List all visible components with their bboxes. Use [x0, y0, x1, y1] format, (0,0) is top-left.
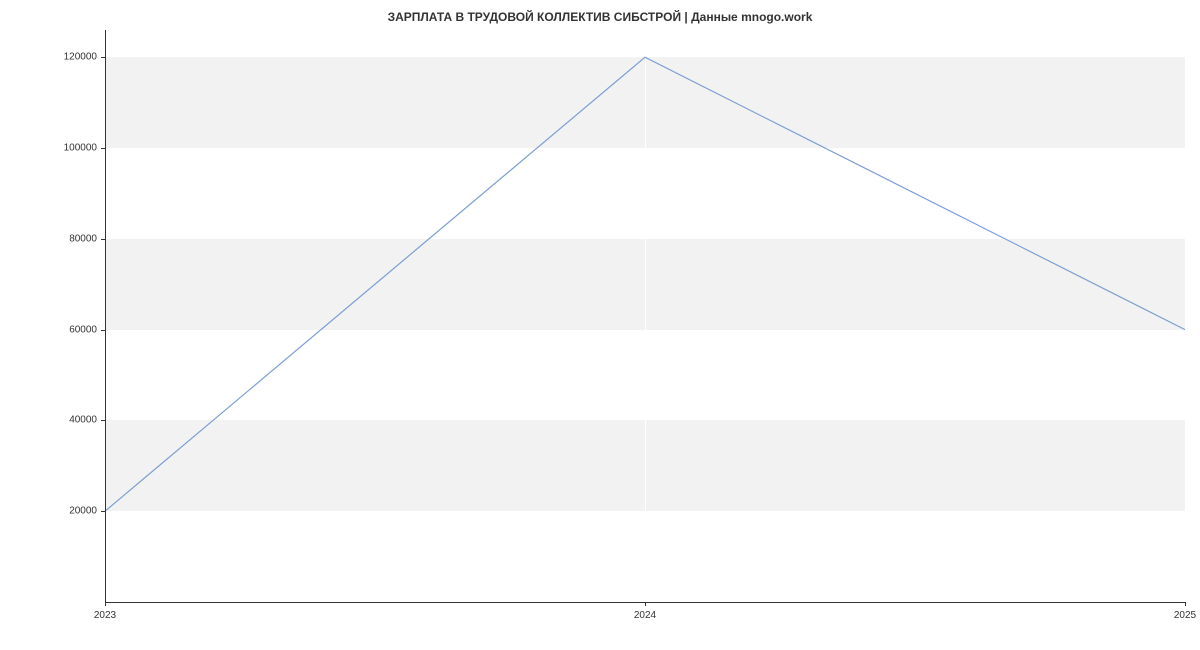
series-line [105, 57, 1185, 511]
line-layer [105, 30, 1185, 602]
y-tick-label: 20000 [69, 506, 97, 517]
y-tick-label: 120000 [64, 52, 97, 63]
y-tick-label: 60000 [69, 324, 97, 335]
y-axis [105, 30, 106, 602]
y-tick-mark [101, 420, 105, 421]
y-tick-label: 80000 [69, 233, 97, 244]
x-tick-label: 2023 [94, 610, 116, 621]
x-tick-label: 2024 [634, 610, 656, 621]
x-tick-label: 2025 [1174, 610, 1196, 621]
y-tick-mark [101, 511, 105, 512]
x-tick-mark [645, 602, 646, 606]
y-tick-label: 100000 [64, 143, 97, 154]
y-tick-mark [101, 239, 105, 240]
plot-area: 2000040000600008000010000012000020232024… [105, 30, 1185, 602]
x-gridline [1185, 30, 1186, 602]
x-tick-mark [105, 602, 106, 606]
y-tick-mark [101, 330, 105, 331]
y-tick-mark [101, 57, 105, 58]
y-tick-mark [101, 148, 105, 149]
chart-title: ЗАРПЛАТА В ТРУДОВОЙ КОЛЛЕКТИВ СИБСТРОЙ |… [0, 10, 1200, 24]
x-tick-mark [1185, 602, 1186, 606]
y-tick-label: 40000 [69, 415, 97, 426]
